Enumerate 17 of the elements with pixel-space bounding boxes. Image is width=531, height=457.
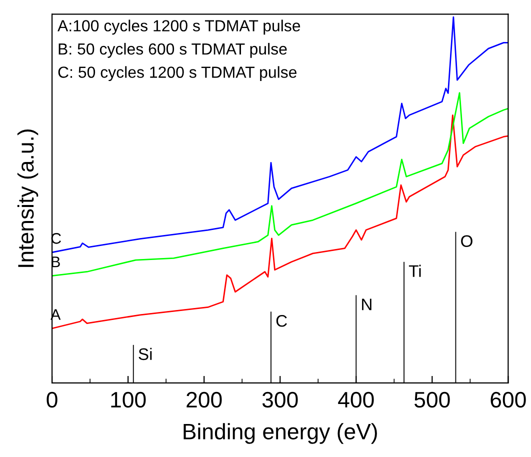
annotation: Ti xyxy=(408,264,421,277)
x-tick-label: 300 xyxy=(262,392,298,408)
x-tick-label: 600 xyxy=(490,392,526,408)
x-axis-title: Binding energy (eV) xyxy=(184,423,377,444)
x-tick-label: 500 xyxy=(414,392,450,408)
annotation: A:100 cycles 1200 s TDMAT pulse xyxy=(58,20,300,35)
y-axis-title: Intensity (a.u.) xyxy=(17,130,38,267)
annotation: Si xyxy=(138,348,152,360)
x-tick-label: 200 xyxy=(186,392,222,408)
annotation: N xyxy=(362,298,372,310)
annotation: O xyxy=(461,235,472,248)
annotation: C xyxy=(276,314,287,327)
x-tick-label: 100 xyxy=(111,392,146,408)
x-tick-label: 400 xyxy=(338,392,374,408)
annotation: C: 50 cycles 1200 s TDMAT pulse xyxy=(58,66,297,82)
x-tick-label: 0 xyxy=(46,392,58,408)
annotation: B: 50 cycles 600 s TDMAT pulse xyxy=(58,42,287,58)
